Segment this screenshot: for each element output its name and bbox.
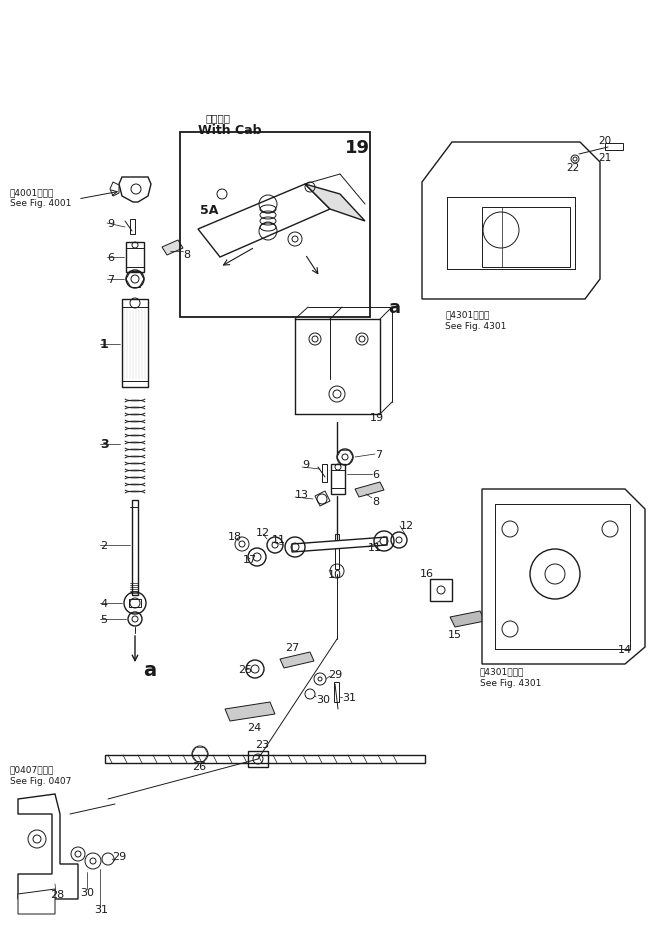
Text: 第4301図参照: 第4301図参照 (445, 310, 489, 319)
Text: See Fig. 0407: See Fig. 0407 (10, 777, 71, 785)
Text: 10: 10 (328, 569, 342, 579)
Text: a: a (388, 299, 400, 316)
Polygon shape (482, 490, 645, 665)
Bar (430, 579, 452, 601)
Text: 6: 6 (107, 253, 114, 263)
Text: 4: 4 (100, 598, 107, 608)
Text: キャブ付: キャブ付 (205, 113, 230, 123)
Text: 第4001図参照: 第4001図参照 (10, 188, 54, 197)
Text: 25: 25 (238, 665, 252, 674)
Text: 19: 19 (345, 139, 370, 157)
Text: 1: 1 (100, 338, 109, 351)
Text: See Fig. 4301: See Fig. 4301 (480, 679, 541, 688)
Text: 30: 30 (316, 695, 330, 704)
Polygon shape (335, 534, 339, 569)
Text: 17: 17 (243, 554, 257, 564)
Text: 8: 8 (183, 250, 190, 259)
Text: See Fig. 4001: See Fig. 4001 (10, 198, 71, 207)
Text: 7: 7 (375, 449, 382, 460)
Bar (130, 220, 135, 235)
Text: With Cab: With Cab (198, 124, 262, 137)
Text: 2: 2 (100, 540, 107, 550)
Bar (180, 133, 370, 317)
Text: 5A: 5A (200, 203, 218, 216)
Text: 24: 24 (247, 723, 261, 732)
Text: 第4301図参照: 第4301図参照 (480, 666, 524, 676)
Text: See Fig. 4301: See Fig. 4301 (445, 322, 507, 331)
Polygon shape (18, 889, 55, 914)
Text: 31: 31 (94, 904, 108, 914)
Polygon shape (225, 702, 275, 722)
Text: 13: 13 (295, 490, 309, 500)
Polygon shape (315, 491, 330, 506)
Text: 23: 23 (255, 739, 269, 749)
Polygon shape (450, 611, 485, 627)
Text: 31: 31 (342, 693, 356, 702)
Text: 12: 12 (400, 520, 414, 531)
Text: 9: 9 (302, 460, 309, 470)
Polygon shape (119, 178, 151, 203)
Text: a: a (143, 661, 156, 680)
Polygon shape (422, 143, 600, 300)
Bar (605, 144, 623, 151)
Text: 26: 26 (192, 761, 206, 771)
Text: 11: 11 (272, 534, 286, 545)
Text: 7: 7 (107, 274, 114, 285)
Bar (122, 300, 148, 388)
Text: 5: 5 (100, 614, 107, 624)
Bar (129, 599, 141, 607)
Bar (482, 208, 570, 268)
Text: 20: 20 (598, 136, 611, 146)
Bar (322, 464, 327, 482)
Text: 19: 19 (370, 413, 384, 422)
Polygon shape (162, 241, 183, 256)
Text: 16: 16 (420, 568, 434, 578)
Text: 30: 30 (80, 887, 94, 897)
Text: 21: 21 (598, 153, 611, 163)
Polygon shape (292, 537, 387, 552)
Polygon shape (280, 652, 314, 668)
Bar (248, 752, 268, 768)
Polygon shape (110, 183, 119, 197)
Text: 第0407図参照: 第0407図参照 (10, 765, 54, 774)
Text: 28: 28 (50, 889, 64, 899)
Text: 29: 29 (328, 669, 342, 680)
Text: 27: 27 (285, 642, 299, 652)
Bar (331, 464, 345, 494)
Text: 14: 14 (618, 644, 632, 654)
Polygon shape (355, 482, 384, 497)
Bar (126, 242, 144, 272)
Text: 29: 29 (112, 851, 126, 861)
Text: 9: 9 (107, 219, 114, 228)
Bar (105, 755, 425, 763)
Polygon shape (305, 184, 365, 222)
Text: 11: 11 (368, 543, 382, 552)
Text: 3: 3 (100, 438, 109, 451)
Bar (132, 501, 138, 595)
Text: 8: 8 (372, 496, 379, 506)
Bar (334, 682, 339, 702)
Text: 22: 22 (566, 163, 579, 173)
Text: 18: 18 (228, 532, 242, 541)
Text: 15: 15 (448, 629, 462, 639)
Text: 12: 12 (256, 528, 270, 537)
Polygon shape (198, 184, 330, 257)
Text: 6: 6 (372, 470, 379, 479)
Polygon shape (18, 794, 78, 899)
